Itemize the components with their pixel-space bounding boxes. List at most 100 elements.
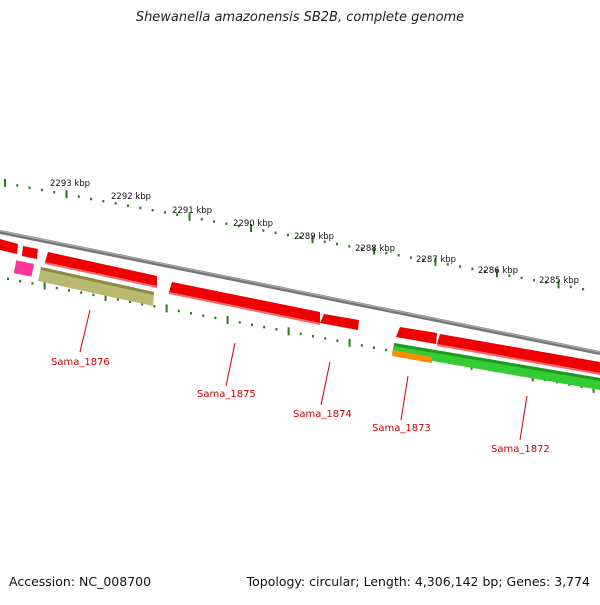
scale-tick — [200, 217, 203, 221]
scale-tick — [214, 316, 217, 320]
gene-label[interactable]: Sama_1874 — [293, 409, 352, 420]
scale-tick — [104, 292, 107, 301]
scale-tick — [102, 199, 105, 203]
scale-tick — [262, 229, 265, 232]
scale-labels: 2293 kbp 2292 kbp 2291 kbp 2290 kbp 2289 kbp… — [50, 179, 579, 286]
gene-label[interactable]: Sama_1876 — [51, 357, 110, 368]
scale-tick — [323, 240, 326, 244]
gene-feature[interactable] — [45, 252, 157, 286]
scale-label: 2285 kbp — [539, 276, 579, 286]
scale-tick — [116, 298, 119, 301]
scale-tick — [165, 304, 168, 313]
scale-tick — [153, 305, 156, 308]
scale-tick — [459, 265, 462, 268]
scale-tick — [55, 286, 58, 290]
scale-tick — [520, 276, 523, 280]
gene-feature[interactable] — [320, 314, 359, 330]
forward-genes — [0, 239, 600, 375]
scale-label: 2291 kbp — [172, 206, 212, 216]
accession-text: Accession: NC_008700 — [9, 574, 152, 589]
scale-tick — [471, 267, 474, 271]
scale-tick — [53, 190, 56, 194]
scale-label: 2292 kbp — [111, 192, 151, 202]
scale-tick — [43, 281, 46, 290]
gene-feature[interactable] — [0, 239, 18, 254]
scale-label: 2288 kbp — [355, 244, 395, 254]
gene-feature[interactable] — [396, 327, 437, 344]
scale-tick — [238, 321, 241, 324]
scale-tick — [446, 263, 449, 266]
scale-tick — [299, 332, 302, 336]
scale-tick — [422, 258, 425, 262]
gene-label[interactable]: Sama_1873 — [372, 423, 431, 434]
scale-label: 2286 kbp — [478, 266, 518, 276]
scale-tick — [80, 291, 83, 294]
scale-tick — [225, 222, 228, 226]
scale-tick — [385, 251, 388, 255]
scale-tick — [508, 274, 511, 277]
gene-feature-green[interactable] — [392, 343, 600, 390]
inner-scale-ticks — [7, 277, 595, 393]
scale-tick — [90, 197, 93, 201]
scale-tick — [251, 323, 253, 326]
scale-tick — [188, 212, 191, 221]
scale-tick — [163, 211, 166, 214]
scale-tick — [287, 327, 290, 336]
scale-label: 2289 kbp — [294, 232, 334, 242]
scale-tick — [127, 204, 129, 207]
scale-tick — [299, 236, 302, 239]
scale-tick — [139, 206, 142, 210]
scale-tick — [348, 338, 351, 347]
gene-feature-pink[interactable] — [13, 260, 34, 277]
gene-label[interactable]: Sama_1872 — [491, 444, 550, 455]
scale-tick — [360, 344, 363, 347]
scale-tick — [569, 285, 572, 289]
scale-tick — [31, 282, 34, 285]
scale-tick — [397, 254, 400, 257]
scale-tick — [373, 246, 375, 255]
scale-tick — [190, 312, 192, 315]
scale-tick — [7, 277, 9, 281]
scale-tick — [92, 293, 95, 297]
scale-tick — [348, 245, 351, 248]
scale-tick — [129, 300, 131, 304]
gene-feature-olive[interactable] — [38, 267, 154, 306]
scale-tick — [68, 289, 70, 292]
scale-tick — [409, 256, 412, 259]
gene-label[interactable]: Sama_1875 — [197, 389, 256, 400]
scale-tick — [177, 309, 180, 313]
scale-tick — [237, 224, 240, 228]
scale-tick — [16, 184, 19, 187]
scale-tick — [141, 302, 144, 306]
scale-tick — [77, 195, 80, 198]
scale-tick — [28, 186, 31, 189]
scale-label: 2287 kbp — [416, 255, 456, 265]
scale-tick — [114, 202, 117, 205]
genome-backbone — [0, 230, 600, 355]
gene-feature[interactable] — [437, 334, 600, 373]
scale-tick — [311, 235, 314, 244]
scale-label: 2290 kbp — [233, 219, 273, 229]
scale-tick — [324, 337, 327, 340]
genome-summary-text: Topology: circular; Length: 4,306,142 bp… — [246, 574, 590, 589]
scale-tick — [286, 233, 289, 237]
scale-tick — [336, 339, 339, 343]
gene-feature-orange[interactable] — [392, 350, 432, 363]
scale-tick — [226, 315, 229, 324]
scale-tick — [545, 281, 548, 284]
scale-tick — [19, 279, 22, 283]
scale-label: 2293 kbp — [50, 179, 90, 189]
scale-tick — [263, 325, 266, 329]
scale-tick — [582, 287, 585, 291]
scale-tick — [373, 346, 375, 349]
gene-feature[interactable] — [169, 282, 320, 323]
scale-tick — [496, 269, 498, 278]
outer-scale-ticks — [4, 178, 585, 291]
gene-feature[interactable] — [22, 246, 38, 259]
label-leaders — [79, 309, 528, 441]
scale-tick — [176, 213, 179, 216]
scale-tick — [213, 220, 216, 223]
scale-tick — [434, 257, 437, 266]
